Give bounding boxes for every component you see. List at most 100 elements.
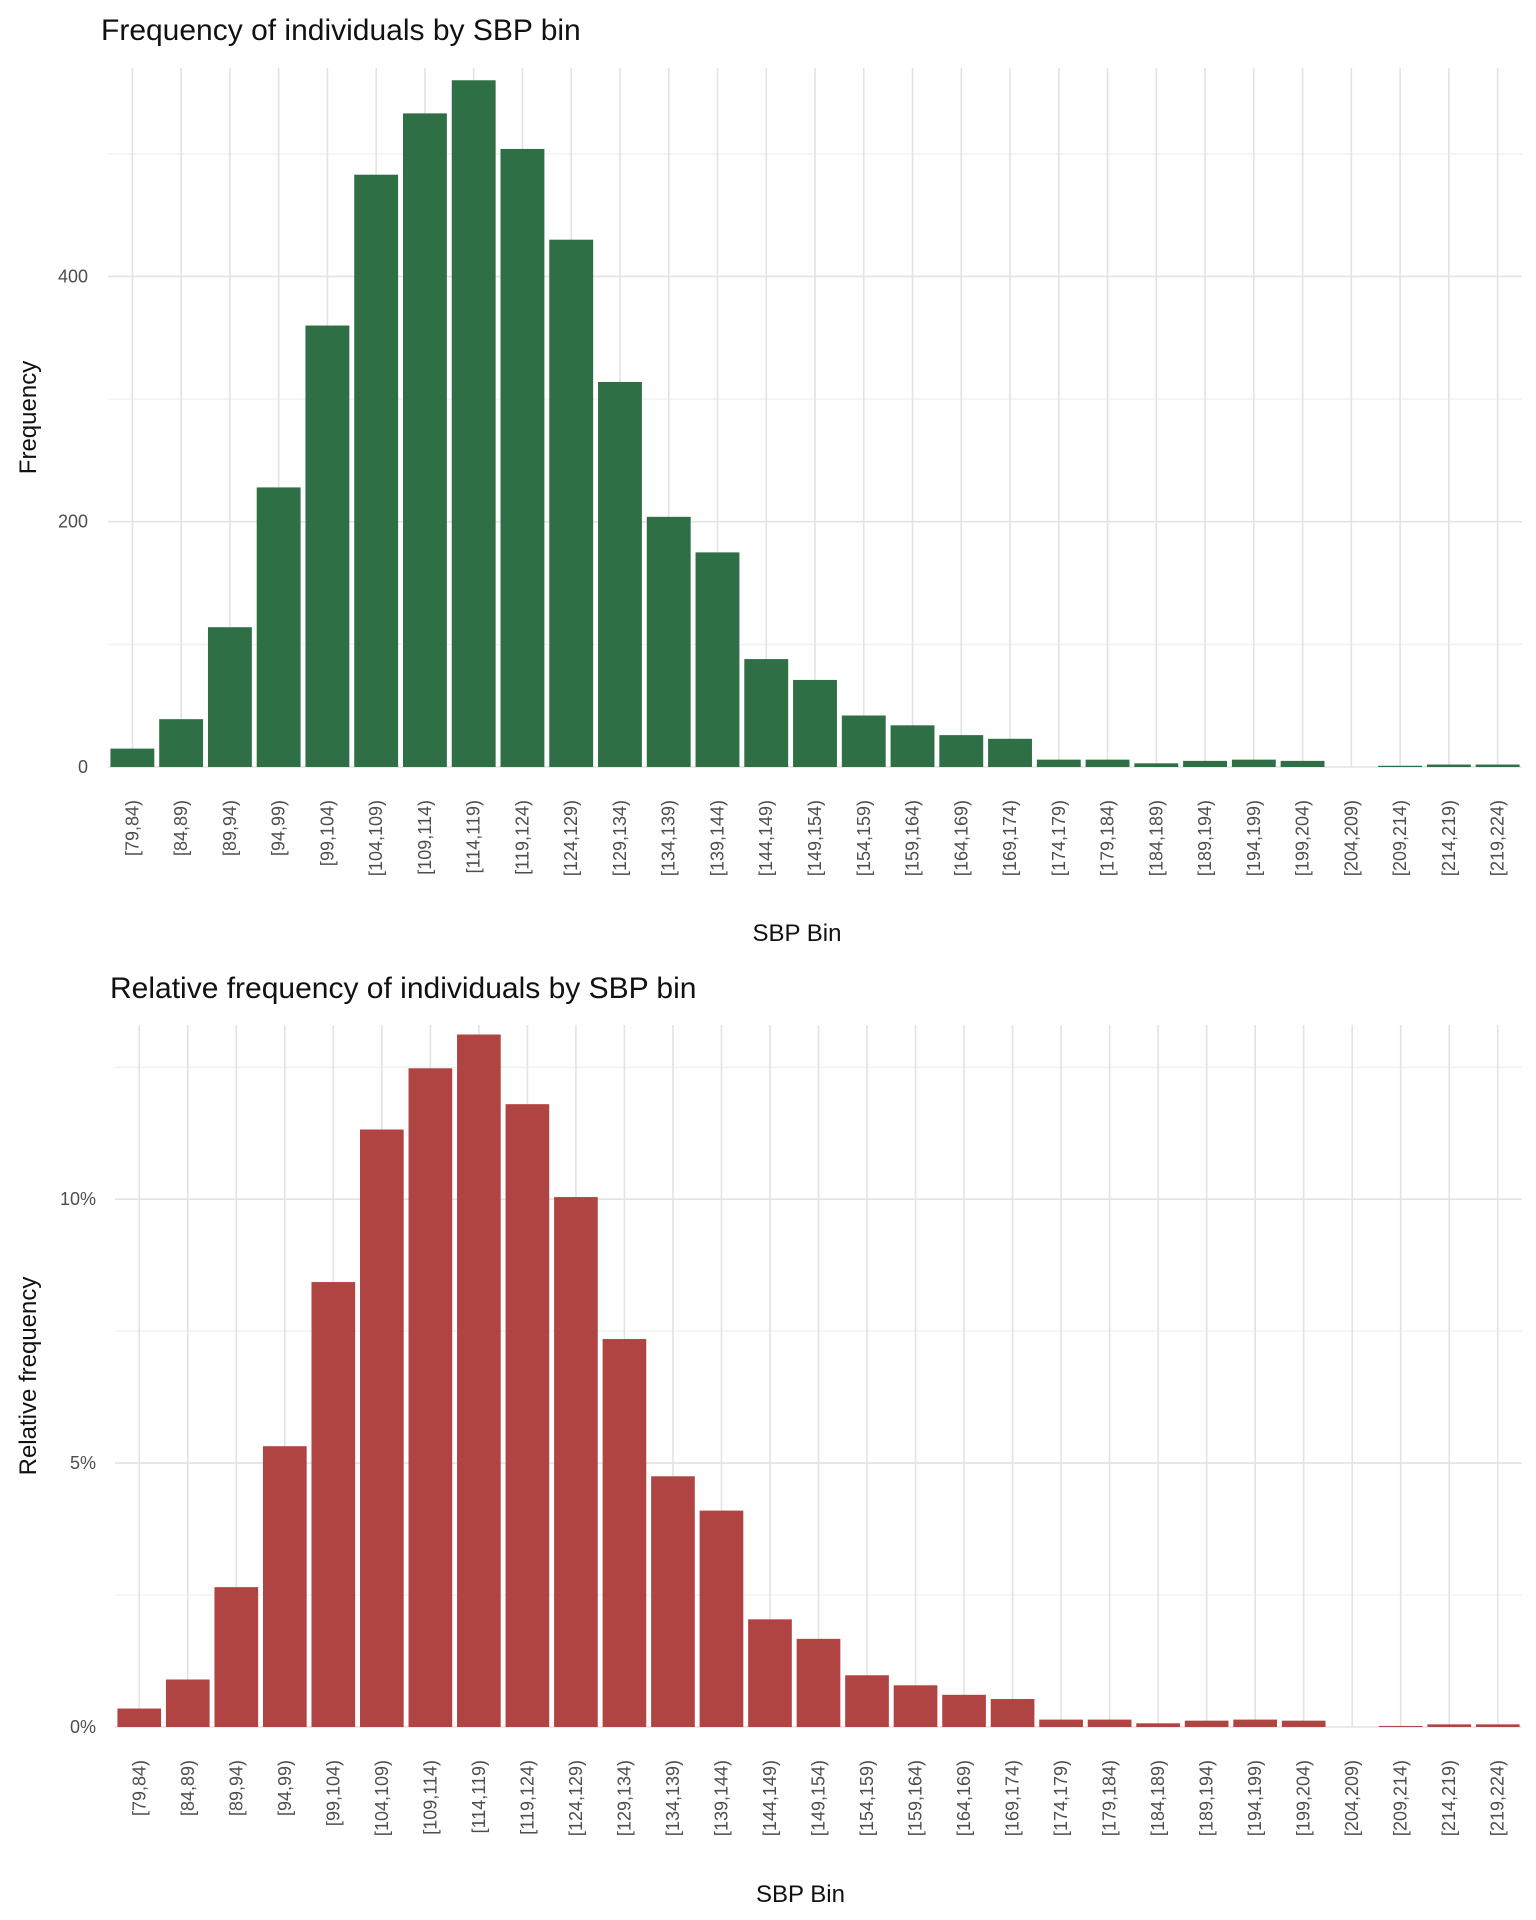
x-tick-label: [164,169) xyxy=(954,1760,974,1836)
x-tick-label: [129,134) xyxy=(614,1760,634,1836)
bar xyxy=(1378,1725,1423,1727)
bar xyxy=(1039,1719,1083,1727)
x-tick-label: [169,174) xyxy=(1000,800,1020,876)
bar xyxy=(1085,759,1130,767)
x-tick-label: [134,139) xyxy=(663,1760,683,1836)
x-tick-label: [154,159) xyxy=(857,1760,877,1836)
frequency-chart: Frequency of individuals by SBP bin 0 200 4… xyxy=(15,14,1522,947)
x-tick-label: [109,114) xyxy=(420,1760,440,1835)
bar xyxy=(451,80,496,767)
x-tick-label: [114,119) xyxy=(469,1760,489,1833)
x-tick-label: [159,164) xyxy=(903,800,923,876)
y-axis-title: Relative frequency xyxy=(15,1277,42,1476)
bar xyxy=(1183,760,1228,767)
x-tick-label: [194,199) xyxy=(1244,800,1264,876)
x-axis-title: SBP Bin xyxy=(756,1881,845,1908)
bar xyxy=(890,725,935,767)
bar xyxy=(1087,1719,1132,1727)
y-tick-label: 10% xyxy=(60,1189,96,1209)
bar xyxy=(651,1476,695,1727)
bar xyxy=(214,1587,259,1727)
x-tick-label: [199,204) xyxy=(1293,800,1313,876)
x-tick-label: [89,94) xyxy=(226,1760,246,1816)
x-tick-label: [139,144) xyxy=(708,800,728,876)
x-tick-label: [149,154) xyxy=(805,800,825,876)
relative-frequency-chart: Relative frequency of individuals by SBP… xyxy=(15,972,1522,1908)
x-tick-label: [119,124) xyxy=(512,800,532,875)
x-tick-label: [174,179) xyxy=(1051,1760,1071,1836)
x-tick-label: [99,104) xyxy=(317,800,337,866)
bar xyxy=(305,325,350,767)
bar xyxy=(165,1679,210,1727)
bar xyxy=(1233,1719,1277,1727)
x-tick-label: [84,89) xyxy=(178,1760,198,1816)
x-tick-label: [204,209) xyxy=(1342,1760,1362,1836)
bar xyxy=(602,1339,647,1727)
chart-title: Relative frequency of individuals by SBP… xyxy=(110,972,696,1005)
bars xyxy=(110,80,1520,768)
bar xyxy=(360,1129,404,1727)
bar xyxy=(554,1197,598,1727)
x-tick-label: [159,164) xyxy=(906,1760,926,1836)
bar xyxy=(841,715,886,767)
x-tick-label: [169,174) xyxy=(1003,1760,1023,1836)
x-tick-label: [109,114) xyxy=(415,800,435,875)
y-axis-title: Frequency xyxy=(15,361,42,474)
bar xyxy=(1231,759,1276,767)
x-tick-label: [144,149) xyxy=(760,1760,780,1836)
bar xyxy=(500,148,545,767)
bar xyxy=(598,381,642,767)
x-tick-label: [189,194) xyxy=(1195,800,1215,876)
bar xyxy=(990,1699,1035,1727)
x-tick-label: [144,149) xyxy=(756,800,776,876)
bar xyxy=(1036,759,1081,767)
bar xyxy=(457,1034,501,1727)
bar xyxy=(1378,765,1423,767)
x-tick-label: [114,119) xyxy=(464,800,484,873)
bar xyxy=(942,1694,986,1727)
x-tick-label: [204,209) xyxy=(1341,800,1361,876)
x-tick-label: [124,129) xyxy=(566,1760,586,1836)
x-tick-label: [104,109) xyxy=(372,1760,392,1836)
bar xyxy=(256,487,301,767)
x-tick-label: [134,139) xyxy=(659,800,679,876)
bar xyxy=(1475,764,1520,767)
x-tick-label: [209,214) xyxy=(1390,800,1410,876)
bar xyxy=(695,552,740,767)
y-tick-label: 5% xyxy=(70,1453,96,1473)
bar xyxy=(988,738,1032,767)
x-tick-label: [94,99) xyxy=(275,1760,295,1816)
y-tick-label: 0 xyxy=(78,757,88,777)
x-tick-label: [179,184) xyxy=(1098,800,1118,876)
x-tick-label: [79,84) xyxy=(122,800,142,856)
x-tick-label: [179,184) xyxy=(1100,1760,1120,1836)
x-axis-title: SBP Bin xyxy=(753,920,842,947)
x-tick-label: [104,109) xyxy=(366,800,386,876)
bar xyxy=(549,239,594,767)
x-tick-label: [79,84) xyxy=(129,1760,149,1816)
x-tick-label: [149,154) xyxy=(809,1760,829,1836)
x-tick-label: [184,189) xyxy=(1148,1760,1168,1836)
bar xyxy=(893,1685,938,1727)
x-tick-label: [99,104) xyxy=(323,1760,343,1826)
bar xyxy=(939,735,984,767)
y-tick-label: 200 xyxy=(58,512,88,532)
bar xyxy=(1426,764,1471,767)
x-tick-label: [164,169) xyxy=(951,800,971,876)
x-tick-label: [219,224) xyxy=(1488,800,1508,876)
x-tick-label: [184,189) xyxy=(1146,800,1166,876)
y-tick-label: 400 xyxy=(58,266,88,286)
bar xyxy=(110,748,155,767)
bar xyxy=(262,1446,307,1727)
bar xyxy=(744,659,789,767)
x-tick-label: [84,89) xyxy=(171,800,191,856)
x-tick-label: [139,144) xyxy=(712,1760,732,1836)
x-tick-label: [129,134) xyxy=(610,800,630,876)
bar xyxy=(408,1068,453,1727)
bar xyxy=(1475,1724,1520,1727)
x-tick-label: [194,199) xyxy=(1245,1760,1265,1836)
x-tick-label: [124,129) xyxy=(561,800,581,876)
bar xyxy=(1136,1723,1180,1727)
x-tick-label: [94,99) xyxy=(269,800,289,856)
